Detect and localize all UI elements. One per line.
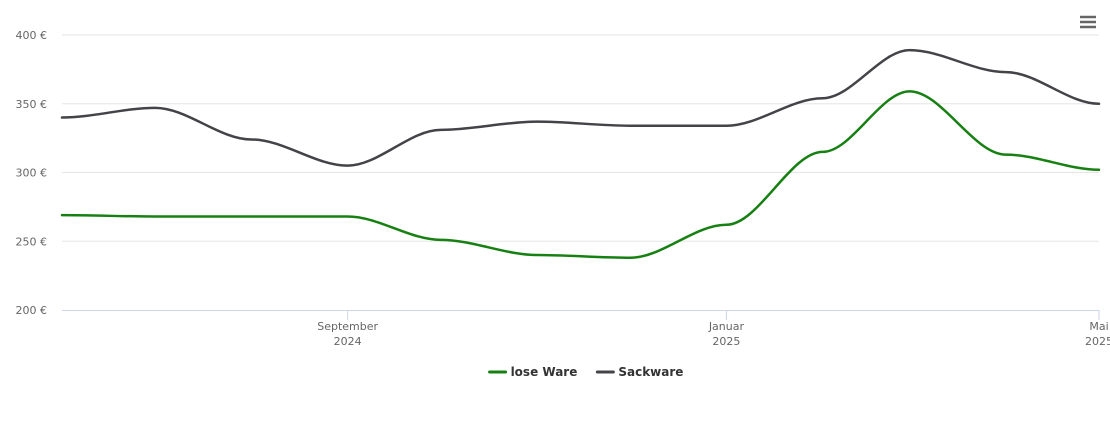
x-tick-label: 2025 — [1085, 335, 1110, 348]
y-tick-label: 350 € — [16, 98, 48, 111]
x-tick-label: 2025 — [712, 335, 740, 348]
y-tick-label: 400 € — [16, 29, 48, 42]
y-tick-label: 200 € — [16, 304, 48, 317]
legend: lose Ware Sackware — [488, 365, 683, 379]
series-line — [60, 48, 1101, 167]
legend-item[interactable]: lose Ware — [488, 365, 578, 379]
legend-label: lose Ware — [511, 365, 578, 379]
x-tick-label: September — [317, 320, 378, 333]
x-tick-label: 2024 — [334, 335, 362, 348]
x-tick-label: Januar — [708, 320, 745, 333]
legend-label: Sackware — [618, 365, 683, 379]
menu-button[interactable] — [1078, 14, 1098, 32]
x-tick-label: Mai — [1089, 320, 1108, 333]
series-line — [60, 90, 1101, 259]
y-tick-label: 250 € — [16, 235, 48, 248]
legend-item[interactable]: Sackware — [595, 365, 683, 379]
y-tick-label: 300 € — [16, 167, 48, 180]
